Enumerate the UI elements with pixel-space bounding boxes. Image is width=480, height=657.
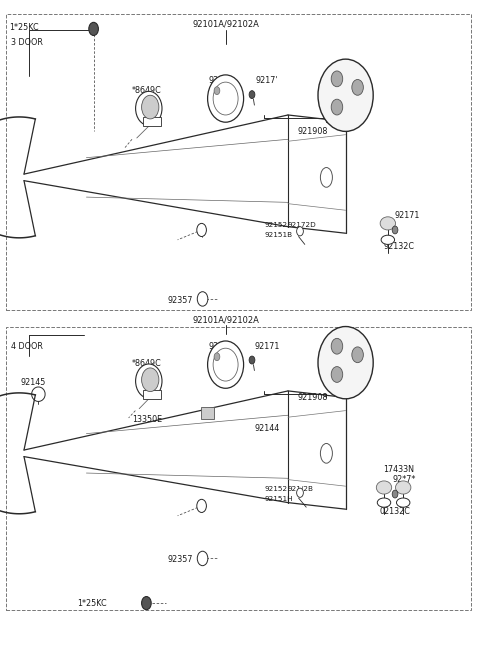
Text: *8649C: *8649C	[132, 86, 162, 95]
Text: 92152: 92152	[265, 486, 288, 492]
Ellipse shape	[380, 217, 396, 230]
Text: 4 DOOR: 4 DOOR	[11, 342, 42, 351]
Text: 921908: 921908	[298, 127, 328, 136]
Circle shape	[352, 79, 363, 95]
Text: 13350E: 13350E	[132, 415, 162, 424]
Text: 9217': 9217'	[255, 76, 278, 85]
Ellipse shape	[207, 75, 244, 122]
Circle shape	[249, 356, 255, 364]
Circle shape	[297, 488, 303, 497]
Circle shape	[214, 87, 220, 95]
Circle shape	[331, 367, 343, 382]
Ellipse shape	[396, 481, 411, 494]
Text: 92172D: 92172D	[288, 221, 317, 228]
Ellipse shape	[321, 443, 333, 463]
Circle shape	[392, 490, 398, 498]
Circle shape	[197, 292, 208, 306]
Ellipse shape	[136, 91, 162, 125]
Circle shape	[214, 353, 220, 361]
Circle shape	[197, 223, 206, 237]
Circle shape	[89, 22, 98, 35]
FancyBboxPatch shape	[143, 390, 161, 399]
Ellipse shape	[376, 481, 392, 494]
Circle shape	[352, 347, 363, 363]
Text: 92101A/92102A: 92101A/92102A	[192, 20, 259, 29]
Circle shape	[392, 226, 398, 234]
Text: 92*7*: 92*7*	[393, 475, 416, 484]
Ellipse shape	[321, 168, 333, 187]
Ellipse shape	[136, 364, 162, 398]
Text: 17433N: 17433N	[383, 465, 414, 474]
Text: 92152: 92152	[265, 221, 288, 228]
Circle shape	[331, 338, 343, 354]
Text: 92151H: 92151H	[265, 495, 294, 502]
FancyBboxPatch shape	[143, 117, 161, 126]
Circle shape	[331, 99, 343, 115]
Ellipse shape	[213, 82, 238, 115]
Text: 3 DOOR: 3 DOOR	[11, 38, 42, 47]
Ellipse shape	[377, 498, 391, 507]
Text: 92132C: 92132C	[383, 242, 414, 251]
Ellipse shape	[318, 59, 373, 131]
Text: 92""4: 92""4	[209, 342, 231, 351]
Circle shape	[142, 95, 159, 119]
Text: 92145: 92145	[20, 378, 46, 387]
Text: 921908: 921908	[298, 393, 328, 402]
Text: 92357: 92357	[167, 296, 192, 305]
Text: 92151B: 92151B	[265, 231, 293, 238]
Text: 02132C: 02132C	[379, 507, 410, 516]
Circle shape	[142, 368, 159, 392]
Circle shape	[142, 597, 151, 610]
Circle shape	[249, 91, 255, 99]
Text: 1*25KC: 1*25KC	[77, 599, 107, 608]
Ellipse shape	[213, 348, 238, 381]
Ellipse shape	[396, 498, 410, 507]
Text: 92""A: 92""A	[209, 76, 232, 85]
Text: *8649C: *8649C	[132, 359, 162, 368]
FancyBboxPatch shape	[201, 407, 214, 419]
Ellipse shape	[318, 327, 373, 399]
Circle shape	[197, 551, 208, 566]
Text: 92171: 92171	[254, 342, 280, 351]
Text: 92101A/92102A: 92101A/92102A	[192, 315, 259, 325]
Ellipse shape	[207, 341, 244, 388]
Circle shape	[197, 499, 206, 512]
Text: 1*25KC: 1*25KC	[10, 23, 39, 32]
Text: 92171: 92171	[395, 211, 420, 220]
Circle shape	[297, 227, 303, 236]
Text: 92144: 92144	[254, 424, 280, 433]
Circle shape	[331, 71, 343, 87]
Ellipse shape	[381, 235, 395, 244]
Text: 92357: 92357	[167, 555, 192, 564]
Text: 921/2B: 921/2B	[288, 486, 314, 492]
